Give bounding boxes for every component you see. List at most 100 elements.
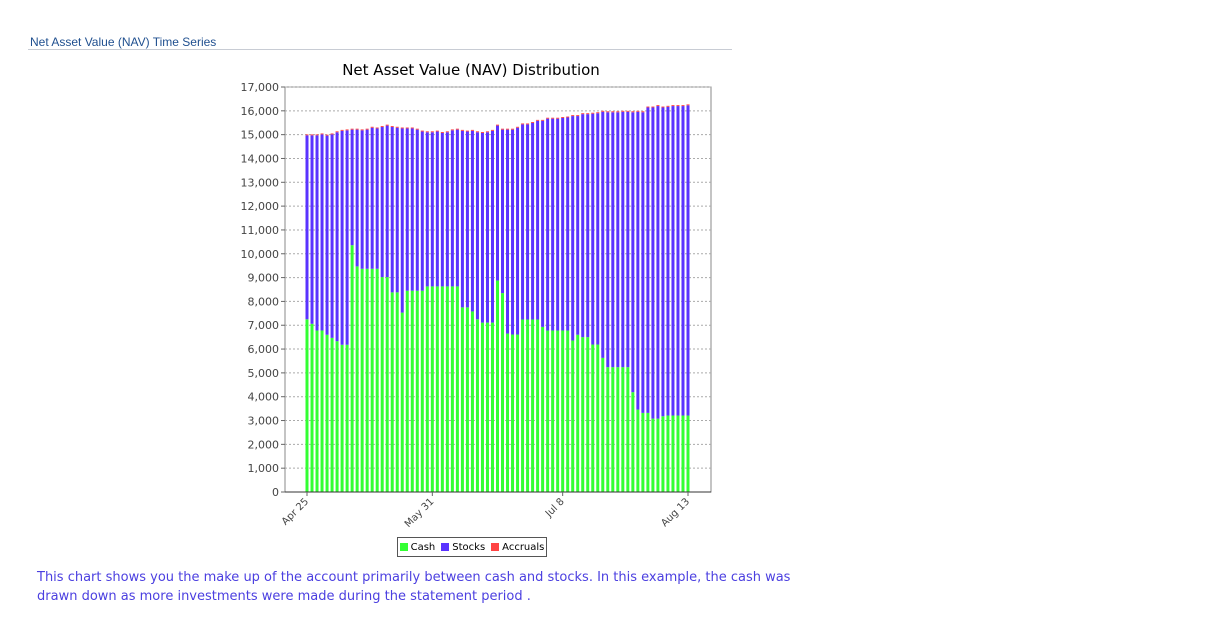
stocks-bar	[430, 132, 434, 287]
accruals-bar	[601, 110, 605, 112]
legend-accruals-label: Accruals	[502, 541, 545, 553]
cash-bar	[616, 367, 620, 492]
cash-bar	[606, 367, 610, 492]
cash-bar	[475, 319, 479, 492]
cash-bar	[601, 357, 605, 492]
stocks-bar	[516, 127, 520, 335]
stocks-bar	[340, 130, 344, 345]
stocks-bar	[526, 124, 530, 320]
accruals-bar	[460, 129, 464, 131]
accruals-bar	[375, 127, 379, 129]
y-tick-label: 16,000	[241, 105, 280, 118]
stocks-bar	[591, 113, 595, 345]
y-tick-label: 15,000	[241, 129, 280, 142]
stocks-bar	[465, 131, 469, 308]
cash-bar	[611, 367, 615, 492]
stocks-bar	[586, 114, 590, 338]
accruals-bar	[631, 111, 635, 113]
accruals-bar	[310, 134, 314, 136]
cash-bar	[400, 312, 404, 492]
accruals-bar	[571, 115, 575, 117]
stocks-bar	[415, 129, 419, 291]
section-divider	[28, 49, 732, 50]
cash-bar	[415, 290, 419, 492]
stocks-bar	[405, 128, 409, 291]
accruals-bar	[656, 105, 660, 107]
y-tick-label: 10,000	[241, 248, 280, 261]
cash-bar	[661, 416, 665, 492]
stocks-bar	[305, 135, 309, 320]
cash-bar	[591, 344, 595, 492]
stocks-bar	[320, 134, 324, 331]
cash-bar	[646, 412, 650, 492]
cash-bar	[325, 334, 329, 492]
cash-bar	[315, 330, 319, 492]
stocks-bar	[440, 132, 444, 287]
y-tick-label: 1,000	[248, 462, 280, 475]
accruals-bar	[365, 128, 369, 130]
accruals-bar	[355, 128, 359, 130]
cash-bar	[345, 344, 349, 492]
stocks-bar	[621, 111, 625, 368]
stocks-bar	[496, 125, 499, 281]
accruals-bar	[581, 113, 585, 115]
cash-bar	[380, 277, 384, 492]
stocks-bar	[410, 128, 414, 291]
cash-bar	[450, 286, 454, 492]
legend-stocks: Stocks	[441, 542, 485, 553]
cash-bar	[651, 418, 655, 492]
accruals-bar	[536, 119, 540, 121]
accruals-bar	[541, 119, 545, 121]
stocks-bar	[385, 125, 389, 278]
accruals-swatch-icon	[491, 542, 500, 551]
cash-bar	[335, 341, 339, 492]
cash-bar	[541, 326, 545, 492]
accruals-bar	[586, 113, 590, 115]
stocks-bar	[651, 107, 655, 419]
cash-bar	[566, 330, 570, 492]
stocks-bar	[681, 106, 685, 416]
cash-bar	[521, 319, 525, 492]
accruals-bar	[641, 111, 645, 113]
accruals-bar	[501, 128, 505, 130]
accruals-bar	[415, 128, 419, 130]
stocks-bar	[425, 132, 429, 287]
stocks-bar	[365, 129, 369, 269]
accruals-bar	[360, 129, 364, 131]
stocks-bar	[661, 107, 665, 417]
accruals-bar	[681, 105, 685, 107]
cash-bar	[490, 322, 494, 492]
stocks-bar	[531, 122, 535, 320]
accruals-bar	[385, 124, 389, 126]
cash-bar	[320, 330, 324, 492]
stocks-bar	[335, 132, 339, 342]
accruals-bar	[526, 123, 530, 125]
y-tick-label: 7,000	[248, 319, 280, 332]
cash-bar	[581, 337, 585, 492]
accruals-bar	[370, 126, 374, 128]
cash-bar	[370, 268, 374, 492]
accruals-bar	[591, 112, 595, 114]
cash-bar	[445, 286, 449, 492]
cash-bar	[425, 286, 429, 492]
accruals-bar	[651, 106, 655, 108]
cash-bar	[305, 319, 309, 492]
y-tick-label: 11,000	[241, 224, 280, 237]
stocks-bar	[536, 120, 540, 320]
accruals-bar	[546, 117, 550, 119]
accruals-bar	[576, 115, 580, 117]
y-tick-label: 8,000	[248, 295, 280, 308]
section-title-link[interactable]: Net Asset Value (NAV) Time Series	[30, 35, 217, 49]
y-tick-label: 12,000	[241, 200, 280, 213]
cash-bar	[355, 266, 359, 492]
y-tick-label: 9,000	[248, 272, 280, 285]
accruals-bar	[516, 126, 520, 128]
cash-bar	[626, 367, 630, 492]
accruals-bar	[506, 128, 510, 130]
stocks-bar	[400, 128, 404, 313]
cash-bar	[410, 290, 414, 492]
cash-bar	[526, 319, 530, 492]
accruals-bar	[345, 129, 349, 131]
cash-bar	[511, 334, 515, 492]
stocks-bar	[581, 114, 585, 338]
